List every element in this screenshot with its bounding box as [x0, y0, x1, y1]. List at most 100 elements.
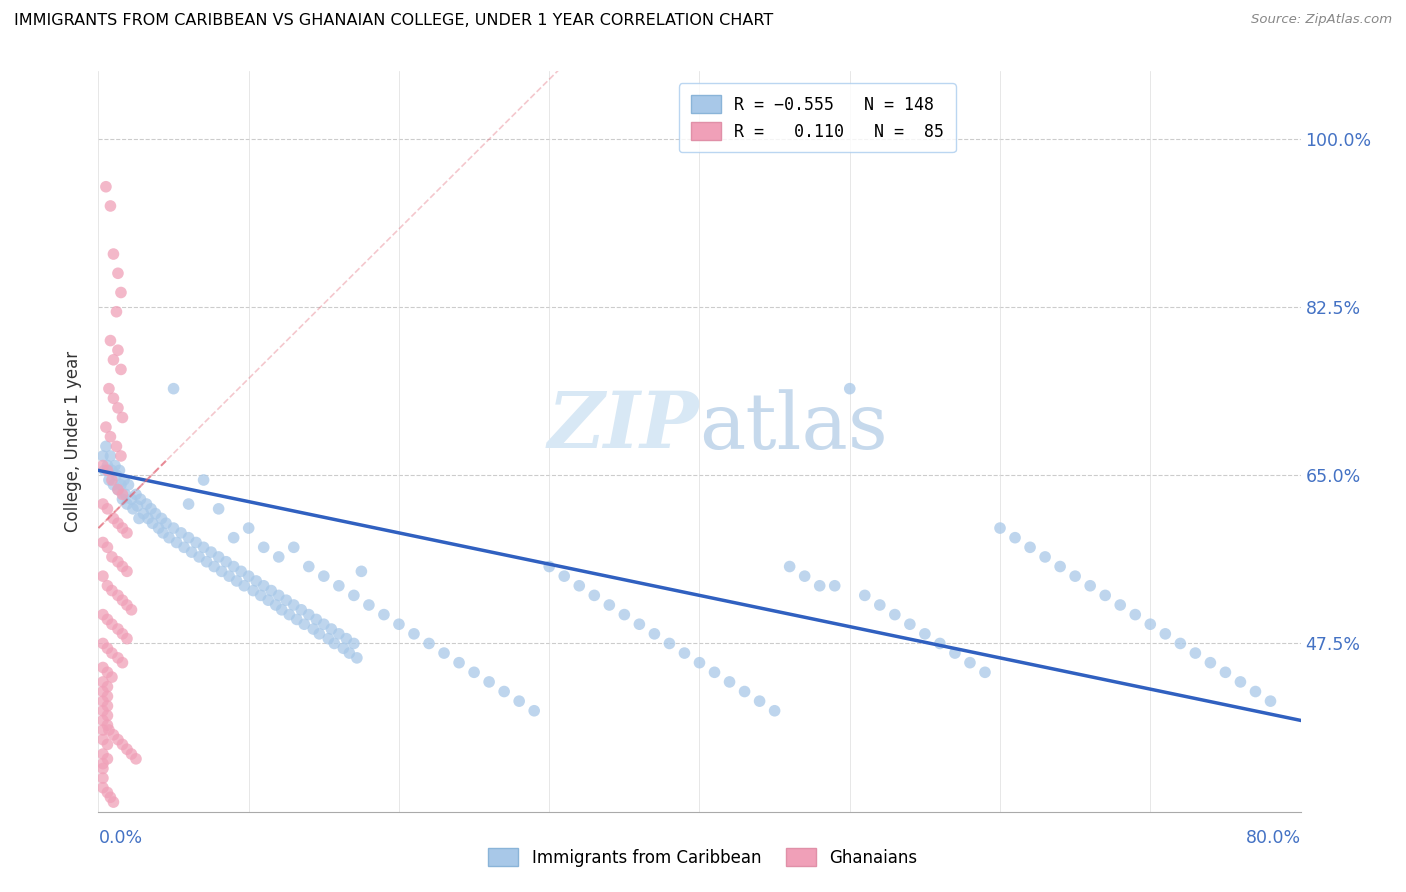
Point — [508, 694, 530, 708]
Point — [96, 501, 118, 516]
Point — [959, 656, 981, 670]
Point — [853, 588, 876, 602]
Point — [96, 690, 118, 704]
Point — [323, 636, 346, 650]
Point — [111, 656, 134, 670]
Point — [598, 598, 620, 612]
Point — [350, 565, 373, 579]
Point — [111, 559, 134, 574]
Point — [188, 549, 211, 564]
Point — [111, 521, 134, 535]
Point — [108, 463, 131, 477]
Point — [1109, 598, 1132, 612]
Point — [91, 747, 114, 761]
Point — [96, 641, 118, 656]
Point — [328, 579, 350, 593]
Point — [115, 565, 138, 579]
Point — [238, 569, 260, 583]
Point — [373, 607, 395, 622]
Point — [658, 636, 681, 650]
Point — [91, 458, 114, 473]
Point — [101, 670, 124, 684]
Point — [145, 507, 167, 521]
Point — [135, 497, 157, 511]
Point — [883, 607, 905, 622]
Point — [523, 704, 546, 718]
Point — [260, 583, 283, 598]
Point — [103, 511, 125, 525]
Point — [346, 651, 368, 665]
Point — [125, 752, 148, 766]
Point — [121, 492, 143, 507]
Point — [125, 487, 148, 501]
Point — [127, 499, 149, 513]
Point — [808, 579, 831, 593]
Point — [748, 694, 770, 708]
Point — [121, 603, 143, 617]
Point — [298, 607, 321, 622]
Point — [107, 622, 129, 636]
Point — [568, 579, 591, 593]
Point — [104, 458, 127, 473]
Point — [218, 569, 240, 583]
Point — [1123, 607, 1146, 622]
Point — [100, 449, 122, 463]
Point — [478, 674, 501, 689]
Point — [208, 549, 231, 564]
Point — [91, 694, 114, 708]
Point — [433, 646, 456, 660]
Point — [305, 612, 328, 626]
Point — [97, 382, 120, 396]
Point — [292, 617, 315, 632]
Text: IMMIGRANTS FROM CARIBBEAN VS GHANAIAN COLLEGE, UNDER 1 YEAR CORRELATION CHART: IMMIGRANTS FROM CARIBBEAN VS GHANAIAN CO… — [14, 13, 773, 29]
Point — [96, 612, 118, 626]
Point — [111, 487, 134, 501]
Point — [1154, 627, 1177, 641]
Point — [321, 622, 343, 636]
Text: Source: ZipAtlas.com: Source: ZipAtlas.com — [1251, 13, 1392, 27]
Point — [136, 511, 159, 525]
Point — [115, 742, 138, 756]
Point — [139, 501, 162, 516]
Point — [335, 632, 357, 646]
Point — [91, 732, 114, 747]
Point — [96, 579, 118, 593]
Point — [898, 617, 921, 632]
Point — [1184, 646, 1206, 660]
Point — [1244, 684, 1267, 698]
Point — [257, 593, 280, 607]
Point — [100, 790, 122, 805]
Point — [91, 761, 114, 775]
Point — [283, 541, 305, 555]
Point — [111, 410, 134, 425]
Point — [96, 665, 118, 680]
Point — [96, 708, 118, 723]
Point — [96, 680, 118, 694]
Point — [105, 468, 128, 483]
Point — [779, 559, 801, 574]
Point — [402, 627, 425, 641]
Point — [337, 646, 360, 660]
Point — [1004, 531, 1026, 545]
Point — [103, 728, 125, 742]
Point — [112, 473, 135, 487]
Point — [111, 492, 134, 507]
Point — [238, 521, 260, 535]
Point — [101, 617, 124, 632]
Point — [141, 516, 163, 531]
Point — [202, 559, 225, 574]
Point — [193, 473, 215, 487]
Point — [103, 391, 125, 405]
Point — [718, 674, 741, 689]
Point — [222, 559, 245, 574]
Point — [463, 665, 485, 680]
Point — [111, 627, 134, 641]
Point — [91, 535, 114, 549]
Point — [253, 541, 276, 555]
Point — [249, 588, 271, 602]
Point — [97, 473, 120, 487]
Point — [107, 483, 129, 497]
Point — [91, 660, 114, 674]
Point — [101, 583, 124, 598]
Point — [1049, 559, 1071, 574]
